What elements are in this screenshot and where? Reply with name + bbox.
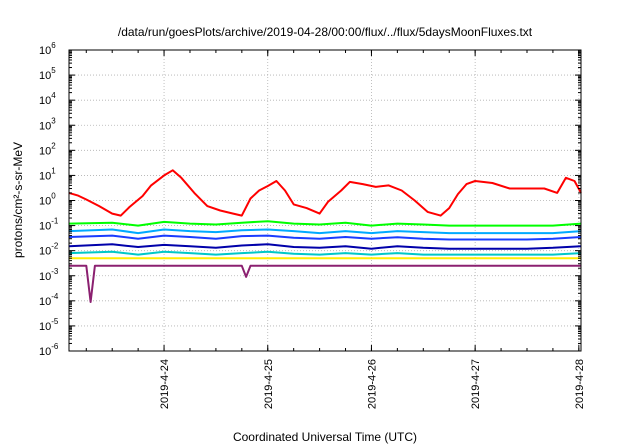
y-tick-label: 10-6	[39, 342, 59, 358]
x-tick-label: 2019-4-26	[366, 359, 378, 409]
y-tick-base: 10	[39, 120, 51, 132]
y-tick-exponent: 4	[51, 91, 56, 100]
x-axis-label: Coordinated Universal Time (UTC)	[233, 430, 417, 444]
y-tick-exponent: 2	[51, 141, 56, 150]
y-tick-exponent: -5	[51, 317, 59, 326]
x-tick-label: 2019-4-28	[574, 359, 586, 409]
y-tick-label: 10-4	[39, 292, 59, 308]
ticks: 10-610-510-410-310-210-11001011021031041…	[39, 41, 586, 409]
grid	[69, 50, 581, 351]
y-tick-base: 10	[39, 95, 51, 107]
y-tick-exponent: 6	[51, 41, 56, 50]
series-line-8	[69, 264, 581, 303]
x-tick-label: 2019-4-24	[159, 359, 171, 409]
y-tick-exponent: 1	[51, 166, 56, 175]
y-tick-label: 104	[39, 91, 56, 107]
x-tick-label: 2019-4-27	[470, 359, 482, 409]
y-tick-label: 10-2	[39, 242, 59, 258]
y-tick-base: 10	[39, 145, 51, 157]
x-tick-label: 2019-4-25	[263, 359, 275, 409]
y-tick-base: 10	[39, 196, 51, 208]
y-tick-base: 10	[39, 45, 51, 57]
series-line-4	[68, 234, 582, 241]
series-line-5	[68, 243, 582, 250]
series-layer	[68, 169, 582, 303]
y-tick-label: 100	[39, 192, 56, 208]
y-tick-base: 10	[39, 70, 51, 82]
y-tick-exponent: 3	[51, 116, 56, 125]
y-tick-label: 103	[39, 116, 56, 132]
y-tick-label: 10-5	[39, 317, 59, 333]
series-line-3	[68, 228, 582, 235]
y-tick-base: 10	[39, 296, 51, 308]
y-tick-exponent: -4	[51, 292, 59, 301]
y-tick-exponent: 5	[51, 66, 56, 75]
series-line-1	[68, 169, 582, 217]
y-tick-exponent: -1	[51, 217, 59, 226]
y-tick-base: 10	[39, 271, 51, 283]
y-tick-exponent: -2	[51, 242, 59, 251]
chart-title: /data/run/goesPlots/archive/2019-04-28/0…	[118, 25, 533, 39]
y-tick-label: 105	[39, 66, 56, 82]
y-tick-exponent: -3	[51, 267, 59, 276]
y-axis-label: protons/cm²-s-sr-MeV	[11, 142, 25, 258]
series-line-2	[68, 220, 582, 227]
y-tick-label: 101	[39, 166, 56, 182]
y-tick-label: 10-3	[39, 267, 59, 283]
y-tick-exponent: -6	[51, 342, 59, 351]
y-tick-label: 10-1	[39, 217, 59, 233]
y-tick-base: 10	[39, 321, 51, 333]
y-tick-base: 10	[39, 346, 51, 358]
series-line-6	[68, 250, 582, 256]
y-tick-exponent: 0	[51, 192, 56, 201]
y-tick-label: 106	[39, 41, 56, 57]
y-tick-base: 10	[39, 170, 51, 182]
y-tick-base: 10	[39, 246, 51, 258]
y-tick-label: 102	[39, 141, 56, 157]
y-tick-base: 10	[39, 221, 51, 233]
